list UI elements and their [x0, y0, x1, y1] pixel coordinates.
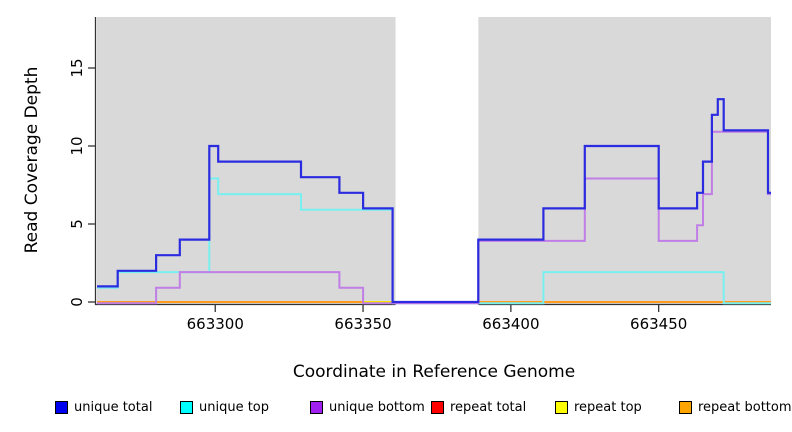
y-tick-label-5: 5	[68, 219, 86, 229]
series-unique-total	[97, 98, 771, 304]
unique-total-swatch-icon	[55, 400, 68, 414]
y-tick-label-15: 15	[68, 58, 86, 78]
legend-item-unique-bottom: unique bottom	[310, 396, 425, 418]
legend-label: unique bottom	[329, 399, 425, 415]
unique-bottom-swatch-icon	[310, 400, 323, 414]
x-tick-label-663300: 663300	[186, 315, 244, 333]
y-tick-label-0: 0	[68, 297, 86, 307]
x-tick-label-663450: 663450	[630, 315, 688, 333]
legend-label: repeat total	[450, 399, 527, 415]
repeat-top-swatch-icon	[555, 400, 568, 414]
legend-label: repeat top	[574, 399, 642, 415]
legend-label: unique total	[74, 399, 153, 415]
legend-item-repeat-total: repeat total	[431, 396, 526, 418]
x-tick-label-663400: 663400	[482, 315, 540, 333]
unique-top-swatch-icon	[180, 400, 193, 414]
legend-item-repeat-bottom: repeat bottom	[679, 396, 792, 418]
x-tick-label-663350: 663350	[334, 315, 392, 333]
legend-item-repeat-top: repeat top	[555, 396, 642, 418]
x-axis-title: Coordinate in Reference Genome	[292, 362, 576, 382]
repeat-bottom-swatch-icon	[679, 400, 692, 414]
legend-label: repeat bottom	[698, 399, 792, 415]
series-unique-bottom	[97, 130, 771, 305]
y-axis-title: Read Coverage Depth	[22, 66, 42, 254]
legend-item-unique-total: unique total	[55, 396, 152, 418]
repeat-total-swatch-icon	[431, 400, 444, 414]
y-tick-label-10: 10	[68, 136, 86, 156]
legend-item-unique-top: unique top	[180, 396, 269, 418]
no-data-gap-region	[395, 17, 479, 306]
legend-label: unique top	[199, 399, 270, 415]
series-unique-top	[97, 177, 771, 305]
legend: unique total unique top unique bottom re…	[0, 396, 792, 422]
